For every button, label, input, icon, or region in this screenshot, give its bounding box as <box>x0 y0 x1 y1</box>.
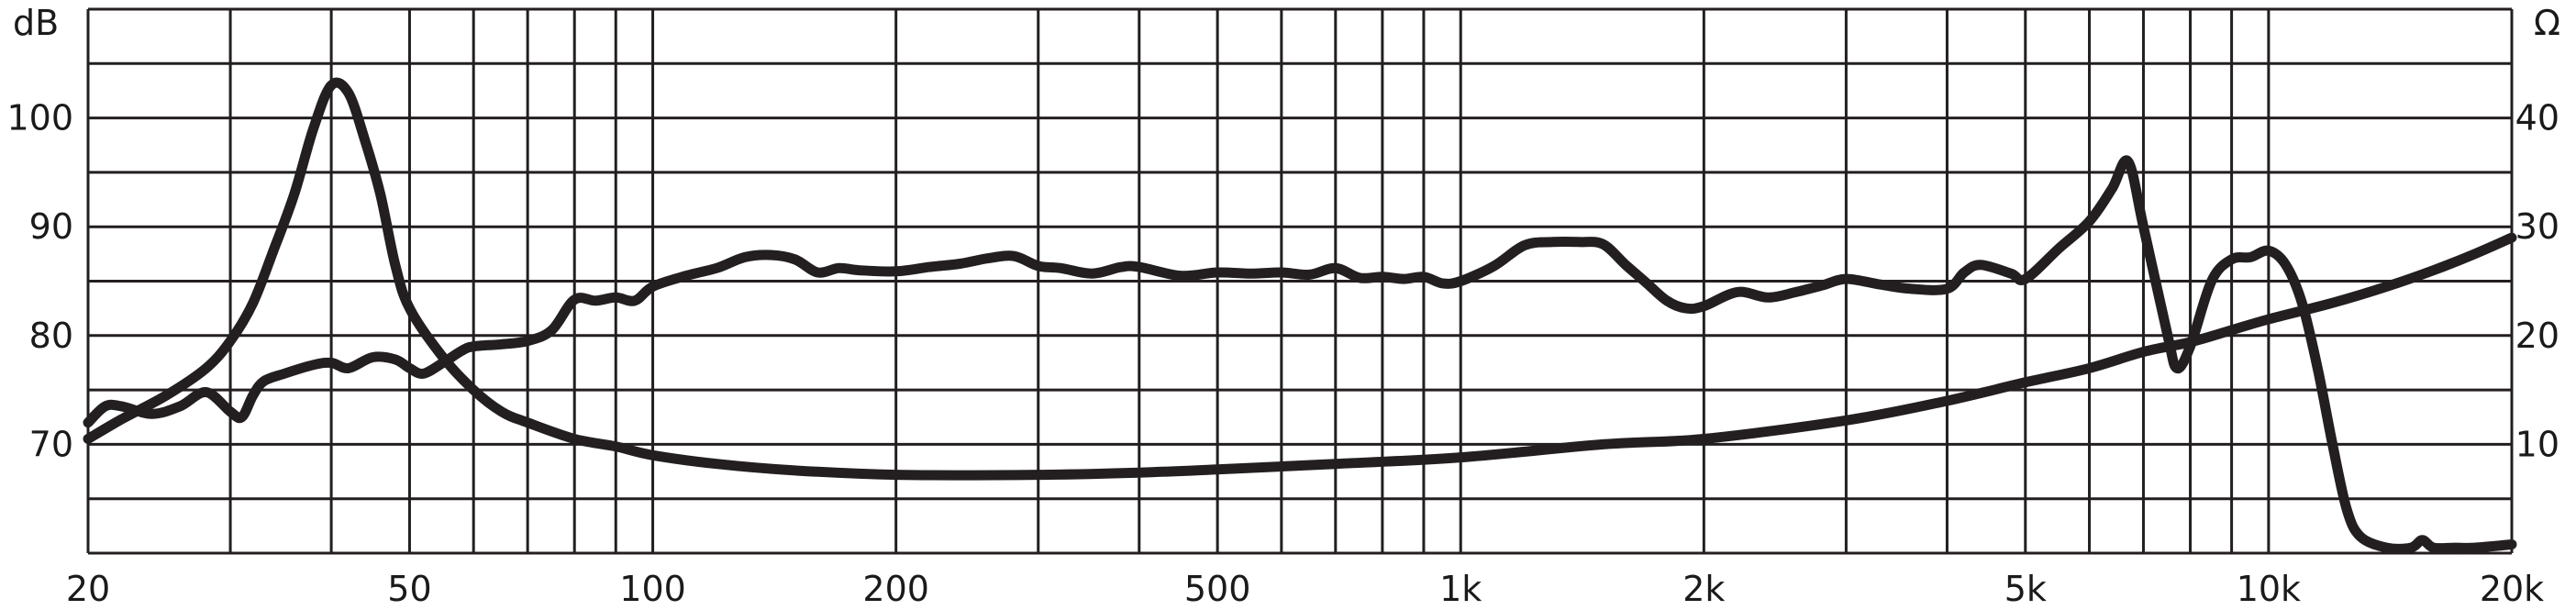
y-right-unit-label: Ω <box>2534 3 2560 43</box>
x-tick-label: 20 <box>66 569 110 609</box>
x-tick-label: 5k <box>2004 569 2047 609</box>
y-left-tick-label: 90 <box>29 206 73 247</box>
x-tick-label: 50 <box>387 569 431 609</box>
x-tick-label: 100 <box>619 569 686 609</box>
series-layer <box>83 77 2517 554</box>
y-right-tick-label: 30 <box>2515 206 2559 247</box>
x-tick-label: 10k <box>2237 569 2301 609</box>
x-tick-label: 2k <box>1682 569 1725 609</box>
y-left-tick-label: 100 <box>6 98 73 139</box>
y-right-tick-label: 10 <box>2515 424 2559 464</box>
x-tick-label: 500 <box>1184 569 1251 609</box>
y-right-axis-ticks: 10 20 30 40 <box>2515 98 2559 465</box>
y-right-tick-label: 40 <box>2515 98 2559 139</box>
y-left-unit-label: dB <box>13 3 59 43</box>
x-axis-ticks: 20 50 100 200 500 1k 2k 5k 10k 20k <box>66 569 2544 609</box>
x-tick-label: 1k <box>1439 569 1482 609</box>
x-tick-label: 20k <box>2480 569 2544 609</box>
x-tick-label: 200 <box>862 569 929 609</box>
y-left-tick-label: 70 <box>29 424 73 464</box>
spl-response-curve <box>83 155 2517 554</box>
y-right-tick-label: 20 <box>2515 316 2559 356</box>
y-left-axis-ticks: 70 80 90 100 <box>6 98 73 465</box>
y-left-tick-label: 80 <box>29 316 73 356</box>
impedance-curve <box>83 77 2517 481</box>
